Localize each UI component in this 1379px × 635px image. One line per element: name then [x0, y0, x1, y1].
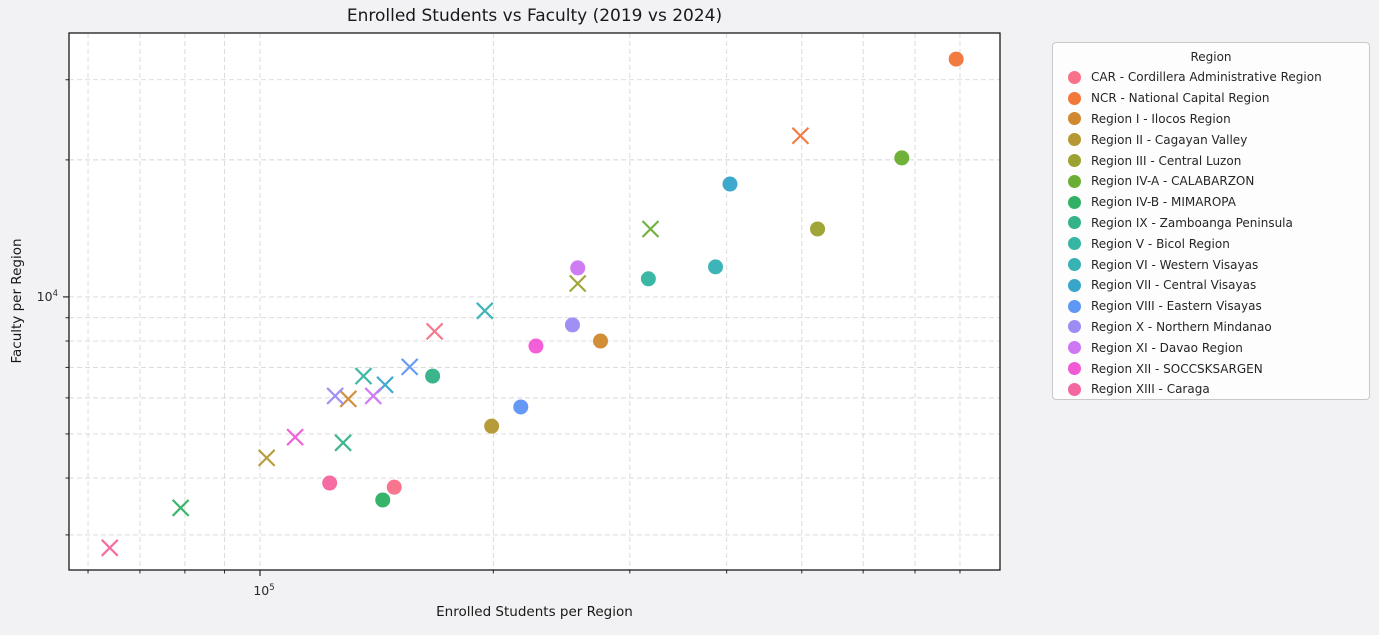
legend-item-region-ii: Region II - Cagayan Valley: [1062, 129, 1369, 150]
x-axis-tick-label: 105: [253, 583, 275, 599]
legend-label: Region IV-A - CALABARZON: [1091, 174, 1255, 189]
legend-item-region-xi: Region XI - Davao Region: [1062, 337, 1369, 358]
legend-item-ncr: NCR - National Capital Region: [1062, 88, 1369, 109]
legend-title: Region: [1190, 50, 1232, 64]
legend-swatch-region-ix: [1068, 216, 1081, 230]
legend-swatch-region-iii: [1068, 154, 1081, 168]
legend-label: Region IX - Zamboanga Peninsula: [1091, 215, 1293, 230]
marker-2019-region-iv-b: [171, 499, 190, 517]
legend-item-region-xii: Region XII - SOCCSKSARGEN: [1062, 358, 1369, 379]
marker-2024-ncr: [948, 51, 964, 67]
legend-item-region-xiii: Region XIII - Caraga: [1062, 379, 1369, 400]
marker-2019-region-xi: [364, 387, 383, 405]
marker-2024-region-iii: [810, 221, 826, 237]
marker-2024-region-xii: [528, 338, 544, 354]
legend-label: Region XI - Davao Region: [1091, 340, 1243, 355]
marker-2024-region-xiii: [322, 475, 338, 491]
x-axis-label: Enrolled Students per Region: [436, 604, 633, 620]
legend-label: NCR - National Capital Region: [1091, 91, 1270, 106]
marker-2019-region-v: [354, 367, 373, 385]
marker-2024-region-x: [564, 317, 580, 333]
legend-item-region-iv-b: Region IV-B - MIMAROPA: [1062, 192, 1369, 213]
legend-item-region-x: Region X - Northern Mindanao: [1062, 317, 1369, 338]
legend-item-region-viii: Region VIII - Eastern Visayas: [1062, 296, 1369, 317]
legend-label: Region XIII - Caraga: [1091, 382, 1210, 397]
marker-2019-region-ii: [257, 449, 276, 467]
legend-label: Region IV-B - MIMAROPA: [1091, 195, 1236, 210]
legend-item-car: CAR - Cordillera Administrative Region: [1062, 67, 1369, 88]
legend-swatch-region-xi: [1068, 341, 1081, 355]
legend-swatch-region-ii: [1068, 133, 1081, 147]
legend-label: Region XII - SOCCSKSARGEN: [1091, 361, 1263, 376]
marker-2019-region-iv-a: [641, 220, 660, 238]
legend-label: CAR - Cordillera Administrative Region: [1091, 70, 1322, 85]
marker-2024-region-iv-b: [375, 492, 391, 508]
marker-2019-region-i: [339, 390, 358, 408]
marker-2024-region-v: [640, 271, 656, 287]
legend-label: Region VII - Central Visayas: [1091, 278, 1257, 293]
legend-swatch-region-viii: [1068, 299, 1081, 313]
legend-swatch-region-xii: [1068, 362, 1081, 376]
y-axis-tick-label: 104: [36, 289, 58, 305]
legend-swatch-region-x: [1068, 320, 1081, 334]
legend-swatch-region-vii: [1068, 278, 1081, 292]
marker-2019-region-xiii: [100, 539, 119, 557]
legend-item-region-vii: Region VII - Central Visayas: [1062, 275, 1369, 296]
marker-2019-ncr: [791, 126, 810, 145]
legend-swatch-ncr: [1068, 91, 1081, 105]
marker-2024-region-iv-a: [894, 150, 910, 166]
marker-2024-region-vii: [722, 176, 738, 192]
marker-2024-region-viii: [513, 399, 529, 415]
marker-2019-region-iii: [568, 274, 587, 293]
marker-2024-region-vi: [708, 259, 724, 275]
legend-swatch-region-v: [1068, 237, 1081, 251]
legend-swatch-region-iv-a: [1068, 174, 1081, 188]
legend-label: Region VIII - Eastern Visayas: [1091, 299, 1262, 314]
plot-spines: [68, 32, 1001, 571]
legend-swatch-region-vi: [1068, 258, 1081, 272]
legend-item-region-i: Region I - Ilocos Region: [1062, 109, 1369, 130]
marker-2024-region-ix: [425, 368, 441, 384]
legend-item-region-iii: Region III - Central Luzon: [1062, 150, 1369, 171]
legend-swatch-region-i: [1068, 112, 1081, 126]
legend-item-region-ix: Region IX - Zamboanga Peninsula: [1062, 213, 1369, 234]
legend-swatch-region-iv-b: [1068, 195, 1081, 209]
legend-item-region-vi: Region VI - Western Visayas: [1062, 254, 1369, 275]
legend-label: Region X - Northern Mindanao: [1091, 319, 1272, 334]
marker-2024-region-i: [593, 333, 609, 349]
marker-2019-region-vi: [476, 302, 494, 320]
legend-item-region-v: Region V - Bicol Region: [1062, 233, 1369, 254]
legend-swatch-region-xiii: [1068, 382, 1081, 396]
legend-items: CAR - Cordillera Administrative Region NC…: [1053, 67, 1369, 400]
plot-area: [69, 33, 1000, 570]
legend-item-region-iv-a: Region IV-A - CALABARZON: [1062, 171, 1369, 192]
marker-2024-car: [386, 479, 402, 495]
marker-2019-region-viii: [400, 358, 419, 376]
legend-label: Region VI - Western Visayas: [1091, 257, 1259, 272]
marker-2019-region-xii: [286, 428, 304, 446]
legend-label: Region I - Ilocos Region: [1091, 111, 1231, 126]
marker-2019-region-x: [326, 387, 344, 405]
marker-2019-region-ix: [334, 434, 352, 452]
chart-title: Enrolled Students vs Faculty (2019 vs 20…: [346, 6, 723, 26]
legend-label: Region II - Cagayan Valley: [1091, 132, 1248, 147]
marker-2024-region-xi: [570, 260, 586, 276]
marker-2024-region-ii: [484, 418, 500, 434]
marker-2019-car: [425, 322, 444, 341]
legend-swatch-car: [1068, 70, 1081, 84]
legend-label: Region V - Bicol Region: [1091, 236, 1230, 251]
legend: Region CAR - Cordillera Administrative R…: [1052, 42, 1370, 400]
legend-label: Region III - Central Luzon: [1091, 153, 1242, 168]
